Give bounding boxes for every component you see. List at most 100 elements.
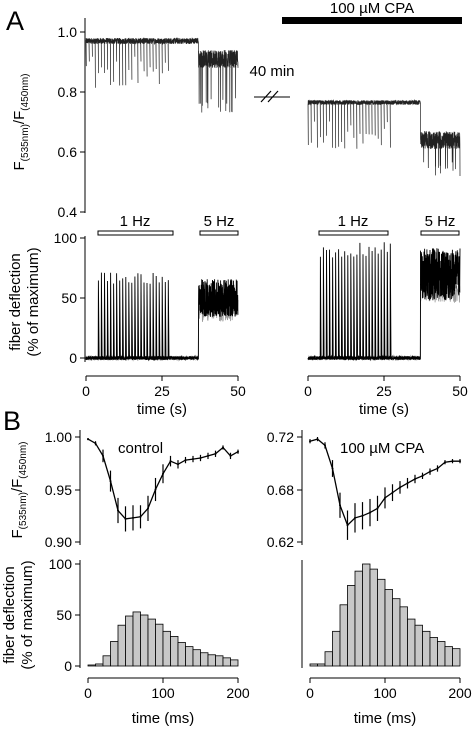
b-x-tick-label: 100 [373,685,397,701]
a-x-axis-title: time (s) [137,401,187,418]
force-trace-line [307,242,461,362]
histogram-bar [452,648,461,667]
b-control-label: control [118,440,163,457]
gap-label: 40 min [249,63,294,80]
histogram-bar [125,615,134,667]
b-x-tick-label: 100 [151,685,175,701]
axis-break-icon [254,90,290,103]
cpa-application-bar [282,17,462,24]
a-force-y-label: fiber deflection [7,253,24,351]
b-hist-y-label: fiber deflection [1,566,18,664]
b-cpa-label: 100 µM CPA [340,440,424,457]
panel-label-b: B [3,406,21,436]
histogram-bar [140,614,149,667]
a-force-tick-label: 100 [54,230,78,246]
stimulus-5hz-cpa: 5 Hz [420,213,460,236]
b-hist-tick-label: 100 [49,556,73,572]
b-ratio-y-axis-cpa: 0.72 0.68 0.62 [267,429,303,550]
histogram-bar [377,578,386,667]
b-ratio-tick-label: 1.00 [45,429,72,445]
b-ratio-y-label: F(535nm)/F(450nm) [9,441,29,538]
a-ratio-y-axis: 1.0 0.8 0.6 0.4 [58,18,86,220]
b-hist-tick-label: 50 [56,607,72,623]
b-x-tick-label: 0 [306,685,314,701]
b-ratio-tick-label: 0.68 [267,482,294,498]
a-force-tick-label: 0 [69,350,77,366]
stimulus-1hz-label: 1 Hz [120,213,151,230]
histogram-bar [230,659,239,667]
b-ratio-tick-label: 0.90 [45,534,72,550]
histogram-bar [324,651,333,667]
ratio-trace-line [85,37,239,113]
histogram-bar [185,646,194,667]
a-x-axis-title: time (s) [359,401,409,418]
histogram-bar [362,563,371,667]
a-force-y-label: (% of maximum) [25,247,42,356]
b-x-axis-cpa: 0 100 200 time (ms) [306,677,472,727]
a-ratio-y-label: F(535nm)/F(450nm) [11,73,31,170]
b-x-axis-control: 0 100 200 time (ms) [84,677,250,727]
b-hist-tick-label: 0 [64,658,72,674]
b-x-axis-title: time (ms) [132,710,195,727]
b-ratio-tick-label: 0.95 [45,482,72,498]
histogram-bar [414,624,423,667]
histogram-bar [354,570,363,667]
b-x-tick-label: 200 [226,685,250,701]
histogram-bar [222,657,231,667]
b-ratio-y-axis-control: 1.00 0.95 0.90 [45,429,81,550]
ratio-trace-cpa [307,98,461,177]
a-x-tick-label: 50 [452,383,468,399]
a-x-tick-label: 25 [154,383,170,399]
b-hist-y-axis-control: 100 50 0 [49,556,81,674]
histogram-bar [155,623,164,667]
histogram-bar [347,585,356,667]
a-x-tick-label: 50 [230,383,246,399]
b-x-axis-title: time (ms) [354,710,417,727]
force-trace-line [85,272,239,362]
ratio-trace-control [85,37,239,113]
b-x-tick-label: 200 [448,685,472,701]
a-x-tick-label: 25 [376,383,392,399]
force-trace-control [85,272,239,362]
stimulus-1hz-label: 1 Hz [338,213,369,230]
histogram-bar [309,663,318,667]
histogram-bar [87,664,96,667]
force-trace-cpa [307,242,461,362]
a-x-axis-control: 0 25 50 time (s) [82,375,246,418]
histogram-bar [162,630,171,667]
series-line [309,438,460,527]
histogram-bar [369,568,378,667]
histogram-bar [429,637,438,667]
b-hist-bars-control [87,611,239,667]
histogram-bar [332,630,341,667]
a-x-tick-label: 0 [304,383,312,399]
histogram-bar [147,618,156,667]
stimulus-1hz-cpa: 1 Hz [318,213,389,236]
histogram-bar [132,611,141,667]
histogram-bar [444,646,453,667]
a-force-tick-label: 50 [61,290,77,306]
b-x-tick-label: 0 [84,685,92,701]
a-ratio-tick-label: 0.6 [58,144,78,160]
histogram-bar [407,618,416,667]
histogram-bar [177,642,186,667]
b-hist-y-label: (% of maximum) [19,560,36,669]
histogram-bar [339,604,348,667]
series-line [87,438,239,520]
stimulus-1hz-control: 1 Hz [97,213,174,236]
cpa-bar-label: 100 µM CPA [330,0,414,17]
b-ratio-series-cpa [309,437,461,540]
panel-label-a: A [6,6,24,36]
b-ratio-series-control [87,438,239,532]
histogram-bar [170,636,179,667]
histogram-bar [207,654,216,667]
histogram-bar [95,663,104,667]
histogram-bar [317,663,326,667]
a-ratio-tick-label: 0.8 [58,84,78,100]
stimulus-5hz-label: 5 Hz [425,213,456,230]
histogram-bar [102,655,111,667]
histogram-bar [399,606,408,667]
ratio-trace-line [307,98,461,177]
histogram-bar [110,641,119,667]
